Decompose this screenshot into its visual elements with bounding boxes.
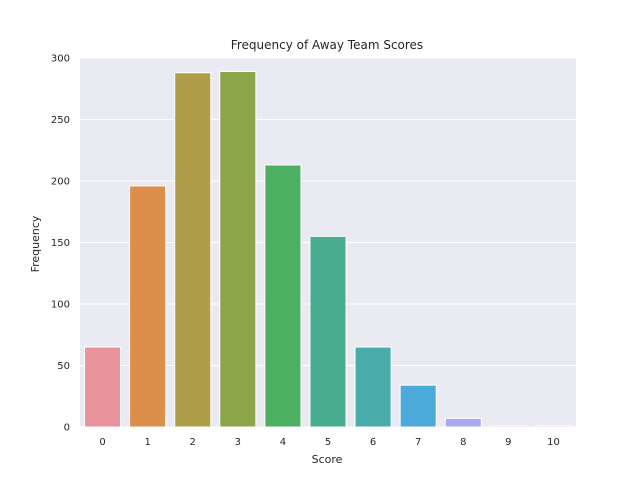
bar-score-7	[399, 384, 437, 428]
x-tick-label: 7	[415, 437, 421, 448]
y-tick-label: 250	[51, 115, 70, 126]
bar-score-0	[84, 346, 122, 428]
y-axis-title: Frequency	[29, 215, 42, 272]
bar-score-2	[174, 72, 212, 428]
chart-title: Frequency of Away Team Scores	[231, 38, 423, 52]
x-axis-title: Score	[312, 453, 343, 466]
bar-score-8	[444, 417, 482, 428]
x-tick-label: 3	[235, 437, 241, 448]
y-tick-label: 0	[64, 423, 70, 434]
bar-score-3	[219, 71, 257, 428]
x-tick-label: 6	[370, 437, 376, 448]
x-axis-ticks: 0 1 2 3 4 5 6 7 8 9 10	[99, 437, 559, 448]
bar-score-4	[264, 164, 302, 428]
bar-score-1	[129, 185, 167, 428]
bar-score-9	[489, 425, 527, 428]
y-axis-ticks: 0 50 100 150 200 250 300	[51, 54, 70, 434]
x-tick-label: 0	[99, 437, 105, 448]
x-tick-label: 8	[460, 437, 466, 448]
x-tick-label: 9	[505, 437, 511, 448]
y-tick-label: 150	[51, 238, 70, 249]
y-tick-label: 50	[57, 361, 70, 372]
bar-score-5	[309, 235, 347, 428]
x-tick-label: 1	[144, 437, 150, 448]
bar-score-6	[354, 346, 392, 428]
x-tick-label: 2	[190, 437, 196, 448]
x-tick-label: 10	[547, 437, 560, 448]
x-tick-label: 4	[280, 437, 286, 448]
y-tick-label: 200	[51, 177, 70, 188]
bars	[84, 71, 572, 428]
bar-score-10	[534, 425, 572, 428]
y-tick-label: 300	[51, 54, 70, 65]
y-tick-label: 100	[51, 300, 70, 311]
x-tick-label: 5	[325, 437, 331, 448]
